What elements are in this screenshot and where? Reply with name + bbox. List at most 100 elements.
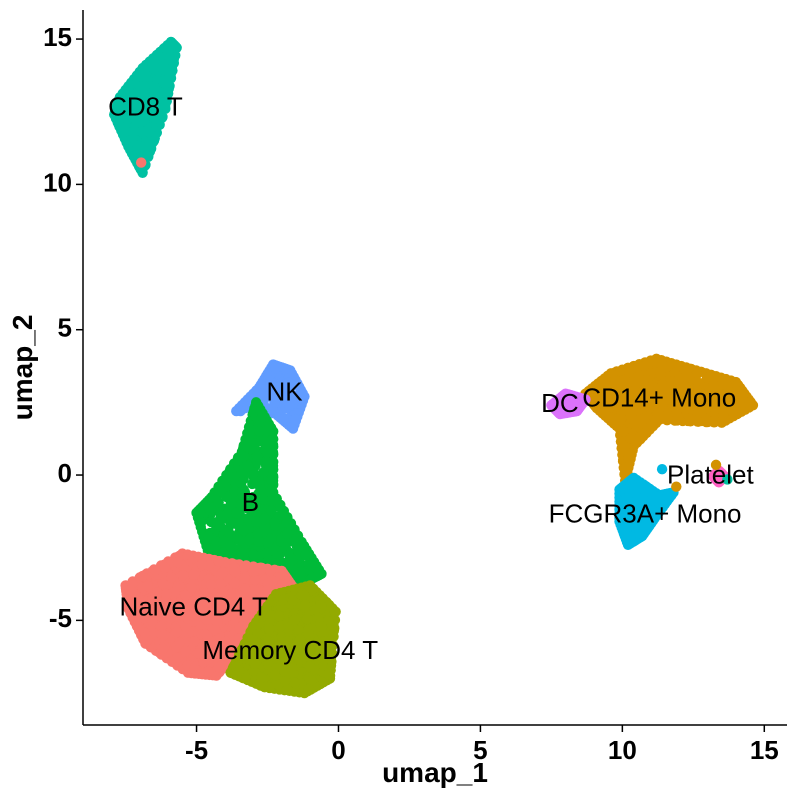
data-point <box>266 505 277 516</box>
cluster-label: B <box>242 487 259 517</box>
data-point <box>124 79 135 91</box>
data-point <box>323 668 334 680</box>
y-tick-label: -5 <box>49 603 72 633</box>
data-point <box>142 580 153 592</box>
data-point <box>290 567 301 578</box>
data-point <box>260 391 271 402</box>
data-point <box>135 157 147 168</box>
data-point <box>172 652 183 664</box>
data-point <box>262 537 274 548</box>
data-point <box>137 570 148 582</box>
data-point <box>271 382 283 394</box>
data-point <box>217 567 229 578</box>
y-tick-label: 10 <box>43 167 72 197</box>
data-point <box>295 395 306 407</box>
data-point <box>682 363 694 375</box>
data-point <box>141 99 153 111</box>
data-point <box>232 455 243 467</box>
data-point <box>229 566 241 577</box>
data-point <box>136 126 148 137</box>
data-point <box>236 547 247 559</box>
data-point <box>245 424 256 436</box>
data-point <box>180 645 191 657</box>
data-point <box>255 484 266 496</box>
data-point <box>134 624 145 635</box>
data-point <box>118 92 129 104</box>
data-point <box>634 528 645 539</box>
x-axis-title: umap_1 <box>382 757 488 788</box>
data-point <box>205 579 217 591</box>
data-point <box>655 369 666 380</box>
data-point <box>157 643 168 654</box>
data-point <box>231 507 242 519</box>
y-axis-title: umap_2 <box>7 315 38 421</box>
data-point <box>270 362 281 374</box>
data-point <box>248 566 260 577</box>
data-point <box>229 577 241 589</box>
data-point <box>238 525 249 536</box>
data-point <box>122 114 133 125</box>
cluster-label: DC <box>541 388 579 418</box>
data-point <box>617 426 629 437</box>
data-point <box>306 559 317 570</box>
data-point <box>261 425 273 436</box>
data-point <box>252 535 264 547</box>
data-point <box>290 414 301 425</box>
data-point <box>203 530 214 542</box>
data-point <box>256 672 267 683</box>
data-point <box>329 606 340 617</box>
y-tick-label: 15 <box>43 22 72 52</box>
data-point <box>257 494 269 505</box>
data-point <box>303 683 314 695</box>
data-point <box>150 564 161 576</box>
data-point <box>279 675 291 686</box>
x-tick-label: 0 <box>331 735 345 765</box>
data-point <box>234 665 245 676</box>
data-point <box>264 487 275 498</box>
data-point <box>132 71 143 82</box>
x-tick-label: 15 <box>750 735 779 765</box>
data-point <box>619 441 630 452</box>
data-point <box>266 475 277 486</box>
data-point <box>242 513 254 524</box>
data-point <box>215 578 226 589</box>
data-point <box>119 104 130 116</box>
cluster-label: Platelet <box>667 459 754 489</box>
data-point <box>264 623 275 635</box>
data-point <box>132 118 143 129</box>
data-point <box>623 453 634 464</box>
data-point <box>229 471 240 483</box>
cluster-label: CD14+ Mono <box>582 382 736 412</box>
data-point <box>299 599 311 611</box>
data-point <box>158 629 170 641</box>
data-point <box>248 549 260 560</box>
data-point <box>152 49 163 60</box>
data-point <box>277 557 289 569</box>
data-point <box>188 569 199 580</box>
data-point <box>251 516 262 527</box>
data-point <box>235 405 246 417</box>
data-point <box>287 554 298 566</box>
data-point <box>243 534 255 545</box>
data-point <box>239 572 250 584</box>
data-point <box>112 116 124 127</box>
cluster-label: FCGR3A+ Mono <box>549 499 742 529</box>
data-point <box>289 614 300 626</box>
data-point <box>273 610 285 622</box>
data-point <box>197 559 208 570</box>
data-point <box>193 505 205 516</box>
data-point <box>620 465 631 477</box>
cluster-label: Memory CD4 T <box>202 635 378 665</box>
data-point <box>149 82 160 93</box>
data-point <box>656 464 668 475</box>
data-point <box>269 517 280 528</box>
data-point <box>269 669 281 681</box>
data-point <box>166 63 178 74</box>
data-point <box>287 595 298 607</box>
data-point <box>130 95 142 107</box>
data-point <box>174 637 185 648</box>
data-point <box>218 547 229 558</box>
data-point <box>160 78 171 90</box>
data-point <box>239 562 250 574</box>
